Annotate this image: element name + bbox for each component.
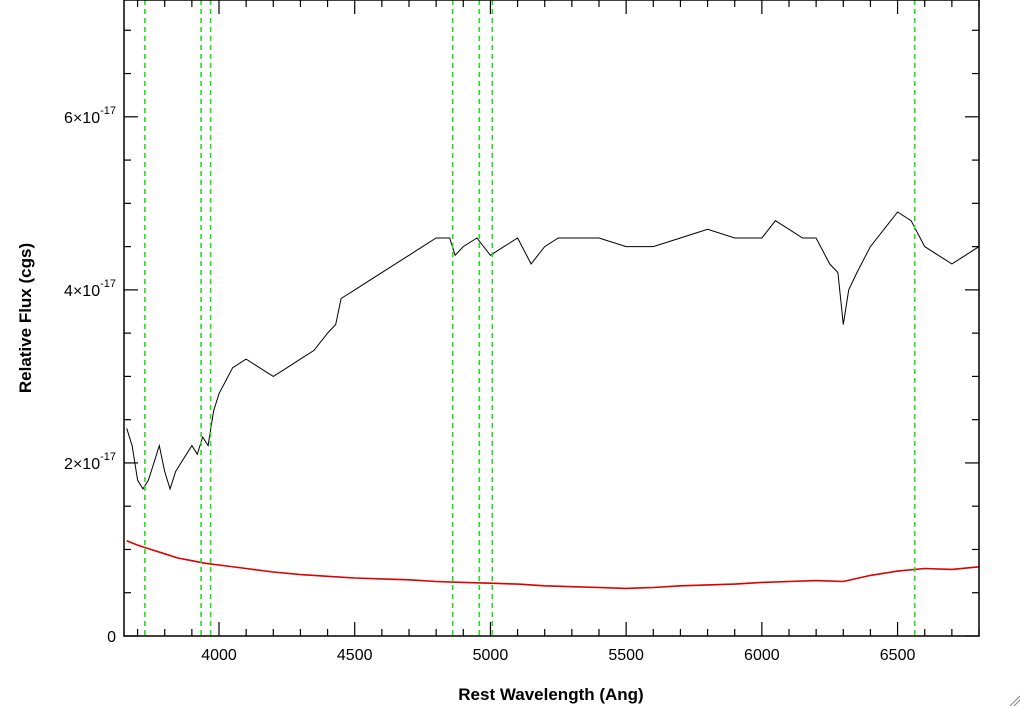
y-tick-label: 0 xyxy=(107,629,116,646)
x-tick-label: 6500 xyxy=(880,647,916,664)
x-axis-label: Rest Wavelength (Ang) xyxy=(458,685,643,704)
plot-area xyxy=(126,0,979,636)
y-tick-label: 2×10-17 xyxy=(64,451,116,473)
y-axis-label: Relative Flux (cgs) xyxy=(16,243,35,393)
x-tick-label: 5000 xyxy=(473,647,509,664)
y-tick-label: 4×10-17 xyxy=(64,278,116,300)
spectrum-series-1 xyxy=(126,211,979,491)
plot-frame xyxy=(123,0,980,637)
axis-ticks xyxy=(124,0,980,637)
y-tick-label: 6×10-17 xyxy=(64,105,116,127)
resize-grip-icon xyxy=(1009,695,1020,706)
spectrum-series-2 xyxy=(126,540,979,590)
y-tick-labels: 0 2×10-17 4×10-17 6×10-17 xyxy=(64,105,116,646)
x-tick-labels: 4000 4500 5000 5500 6000 6500 xyxy=(201,647,915,664)
x-tick-label: 4500 xyxy=(337,647,373,664)
x-tick-label: 6000 xyxy=(744,647,780,664)
x-tick-label: 4000 xyxy=(201,647,237,664)
x-tick-label: 5500 xyxy=(608,647,644,664)
